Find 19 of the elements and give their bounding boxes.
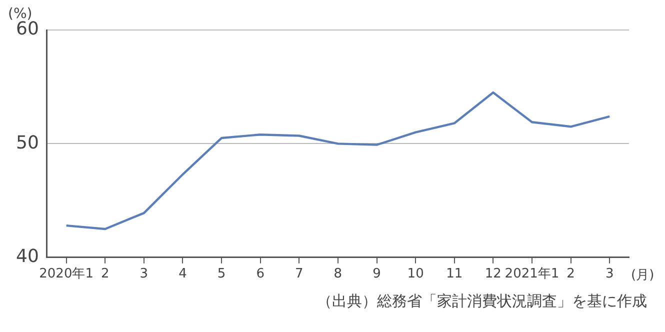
text: （出典）総務省「家計消費状況調査」を基に作成 bbox=[317, 292, 647, 311]
x-tick-label: 12 bbox=[484, 266, 502, 282]
x-tick-label: 2 bbox=[566, 266, 575, 282]
x-tick-label: 6 bbox=[256, 266, 264, 282]
x-tick-label: 11 bbox=[446, 266, 463, 282]
x-tick-label: 8 bbox=[334, 266, 342, 282]
x-tick-label: 4 bbox=[178, 266, 187, 282]
x-tick-label: 2020年1 bbox=[39, 266, 94, 282]
x-axis-title: (月) bbox=[631, 267, 654, 284]
x-tick-label: 9 bbox=[372, 266, 381, 282]
x-tick-label: 3 bbox=[605, 266, 614, 282]
y-tick-label: 40 bbox=[16, 246, 39, 268]
x-tick-label: 2021年1 bbox=[504, 266, 560, 282]
x-tick-label: 2 bbox=[100, 266, 110, 282]
x-tick-label: 7 bbox=[295, 266, 304, 282]
y-tick-label: 50 bbox=[16, 132, 39, 154]
x-tick-label: 10 bbox=[407, 266, 424, 282]
x-tick-label: 5 bbox=[217, 266, 226, 282]
x-tick-label: 3 bbox=[140, 266, 148, 282]
